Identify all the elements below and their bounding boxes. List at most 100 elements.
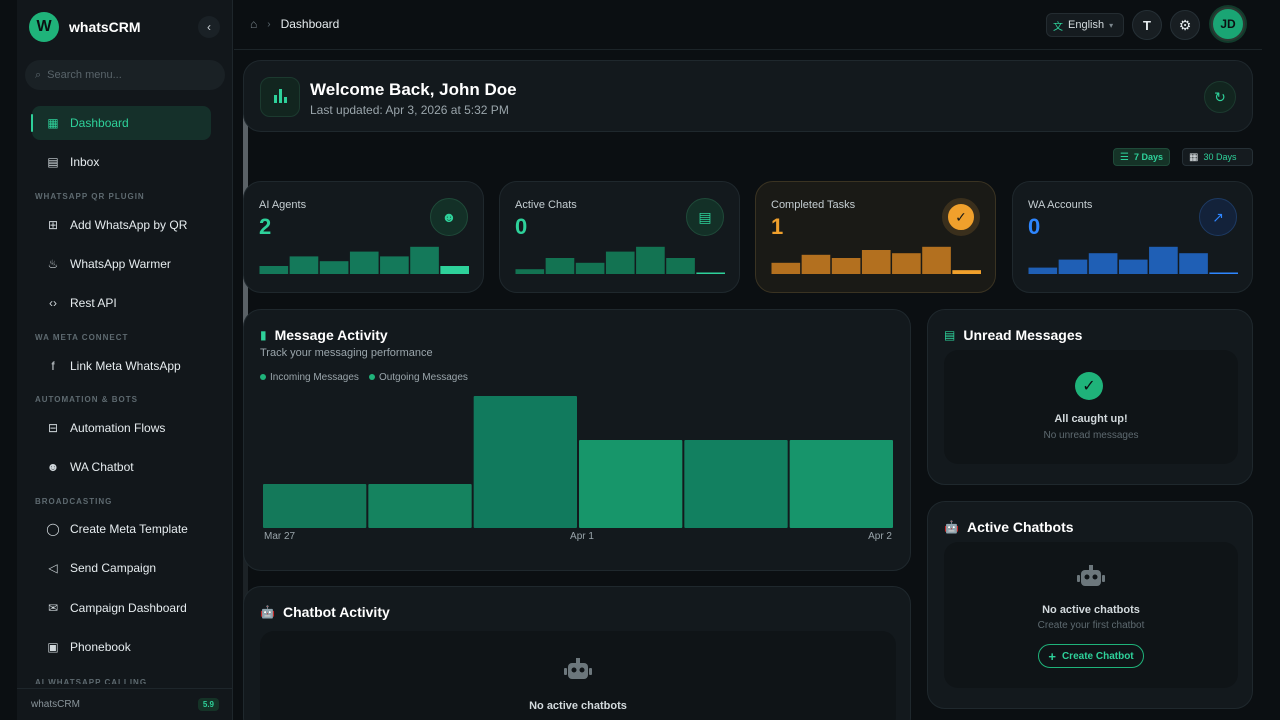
brand-name: whatsCRM xyxy=(69,19,141,35)
sidebar-item-inbox[interactable]: ▤ Inbox xyxy=(32,145,211,179)
brand[interactable]: W whatsCRM xyxy=(29,12,141,42)
sidebar-item-automation-flows[interactable]: ⊟ Automation Flows xyxy=(32,411,211,445)
refresh-button[interactable]: ↻ xyxy=(1204,81,1236,113)
sparkline-bar xyxy=(319,261,349,274)
sidebar-item-phonebook[interactable]: ▣ Phonebook xyxy=(32,630,211,664)
unread-header: ▤ Unread Messages xyxy=(944,327,1082,343)
message-icon: ▤ xyxy=(944,328,956,342)
rows-icon: ☰ xyxy=(1120,151,1129,163)
sidebar-item-send-campaign[interactable]: ◁ Send Campaign xyxy=(32,551,211,585)
legend-outgoing[interactable]: Outgoing Messages xyxy=(368,372,468,383)
chat-icon: ▤ xyxy=(686,198,724,236)
range-30-days-button[interactable]: ▦ 30 Days xyxy=(1182,148,1253,166)
message-activity-title: Message Activity xyxy=(274,327,388,343)
stat-value: 0 xyxy=(515,214,528,239)
range-7-days-button[interactable]: ☰ 7 Days xyxy=(1113,148,1170,166)
settings-button[interactable]: ⚙ xyxy=(1170,10,1200,40)
search-input[interactable] xyxy=(47,69,208,81)
chart-bar[interactable] xyxy=(789,440,893,528)
text-size-button[interactable]: T xyxy=(1132,10,1162,40)
sidebar-item-wa-chatbot[interactable]: ☻ WA Chatbot xyxy=(32,450,211,484)
chatbot-activity-title: Chatbot Activity xyxy=(282,604,390,620)
home-icon[interactable]: ⌂ xyxy=(250,17,258,31)
sidebar-item-create-meta-template[interactable]: ◯ Create Meta Template xyxy=(32,512,211,546)
active-chatbots-panel: 🤖 Active Chatbots No active chatbots Cre… xyxy=(927,501,1253,709)
stat-label: Active Chats xyxy=(515,199,577,211)
active-chatbots-header: 🤖 Active Chatbots xyxy=(944,519,1074,535)
sidebar-item-rest-api[interactable]: ‹› Rest API xyxy=(32,286,211,320)
chart-bar[interactable] xyxy=(684,440,788,528)
x-tick-label: Apr 1 xyxy=(570,531,594,542)
sidebar-item-label: Rest API xyxy=(70,296,117,310)
sidebar-footer: whatsCRM 5.9 xyxy=(17,688,233,720)
sparkline-bar xyxy=(1058,259,1088,274)
legend-incoming[interactable]: Incoming Messages xyxy=(260,372,359,383)
stat-sparkline xyxy=(259,246,469,274)
sidebar-item-label: Inbox xyxy=(70,155,100,169)
robot-icon xyxy=(564,658,592,679)
sidebar-item-whatsapp-warmer[interactable]: ♨ WhatsApp Warmer xyxy=(32,247,211,281)
nav-section-label: WA META CONNECT xyxy=(35,333,129,342)
stat-value: 2 xyxy=(259,214,272,239)
sparkline-bar xyxy=(1209,272,1238,274)
sidebar-nav: ▦ Dashboard ▤ Inbox WHATSAPP QR PLUGIN ⊞ Add W… xyxy=(17,96,229,684)
sparkline-bar xyxy=(440,266,469,274)
check-circle-icon: ✓ xyxy=(942,198,980,236)
unread-empty-title: All caught up! xyxy=(1054,413,1128,425)
sparkline-bar xyxy=(861,250,891,274)
create-chatbot-button[interactable]: + Create Chatbot xyxy=(1038,644,1144,668)
sidebar-item-label: Link Meta WhatsApp xyxy=(70,359,181,373)
sparkline-bar xyxy=(666,258,695,274)
check-circle-icon: ✓ xyxy=(1075,372,1103,400)
qr-icon: ⊞ xyxy=(47,218,59,232)
chart-bar[interactable] xyxy=(263,484,367,528)
sparkline-bar xyxy=(515,269,545,274)
stat-label: WA Accounts xyxy=(1028,199,1093,211)
sparkline-bar xyxy=(922,246,951,274)
sparkline-bar xyxy=(1179,253,1208,274)
stat-card-completed-tasks[interactable]: Completed Tasks 1 ✓ xyxy=(755,181,996,293)
unread-empty-subtitle: No unread messages xyxy=(1043,430,1139,441)
sidebar-item-label: Send Campaign xyxy=(70,561,157,575)
unread-messages-panel: ▤ Unread Messages ✓ All caught up! No un… xyxy=(927,309,1253,485)
avatar[interactable]: JD xyxy=(1211,7,1245,41)
stat-card-active-chats[interactable]: Active Chats 0 ▤ xyxy=(499,181,740,293)
last-updated: Last updated: Apr 3, 2026 at 5:32 PM xyxy=(310,103,509,117)
search-box[interactable]: ⌕ xyxy=(25,60,225,90)
sidebar-item-label: Automation Flows xyxy=(70,421,166,435)
sidebar-item-add-whatsapp-by-qr[interactable]: ⊞ Add WhatsApp by QR xyxy=(32,208,211,242)
sparkline-bar xyxy=(545,258,575,274)
text-icon: T xyxy=(1143,17,1151,33)
chevron-down-icon: ▾ xyxy=(1109,20,1114,30)
sparkline-bar xyxy=(1028,267,1058,274)
bar-chart-icon xyxy=(260,77,300,117)
message-activity-panel: ▮ Message Activity Track your messaging … xyxy=(243,309,911,571)
sidebar-item-campaign-dashboard[interactable]: ✉ Campaign Dashboard xyxy=(32,591,211,625)
collapse-sidebar-button[interactable]: ‹ xyxy=(198,16,220,38)
chart-bar[interactable] xyxy=(473,396,577,528)
sparkline-bar xyxy=(605,251,635,274)
chevron-left-icon: ‹ xyxy=(207,20,211,34)
inbox-icon: ▤ xyxy=(47,155,59,169)
stat-card-wa-accounts[interactable]: WA Accounts 0 ↗ xyxy=(1012,181,1253,293)
stat-label: Completed Tasks xyxy=(771,199,856,211)
translate-icon: 文 xyxy=(1053,21,1063,33)
chart-bar[interactable] xyxy=(579,440,683,528)
robot-icon xyxy=(1077,565,1105,586)
nav-section-label: BROADCASTING xyxy=(35,497,113,506)
chatbot-activity-header: 🤖 Chatbot Activity xyxy=(260,604,390,620)
stat-value: 0 xyxy=(1028,214,1041,239)
sparkline-bar xyxy=(410,246,439,274)
whatsapp-icon: ◯ xyxy=(46,522,60,536)
stat-label: AI Agents xyxy=(259,199,307,211)
sidebar-item-dashboard[interactable]: ▦ Dashboard xyxy=(31,106,211,140)
sparkline-bar xyxy=(771,262,801,274)
language-select[interactable]: 文 English ▾ xyxy=(1046,13,1124,37)
whatscrm-logo: W xyxy=(29,12,59,42)
chart-bar[interactable] xyxy=(368,484,472,528)
sidebar-item-link-meta-whatsapp[interactable]: f Link Meta WhatsApp xyxy=(32,349,211,383)
sidebar: W whatsCRM ‹ ⌕ ▦ Dashboard ▤ Inbox WHATSAPP … xyxy=(17,0,248,720)
code-icon: ‹› xyxy=(49,296,57,310)
stat-card-ai-agents[interactable]: AI Agents 2 ☻ xyxy=(243,181,484,293)
legend-incoming-label: Incoming Messages xyxy=(270,372,359,383)
